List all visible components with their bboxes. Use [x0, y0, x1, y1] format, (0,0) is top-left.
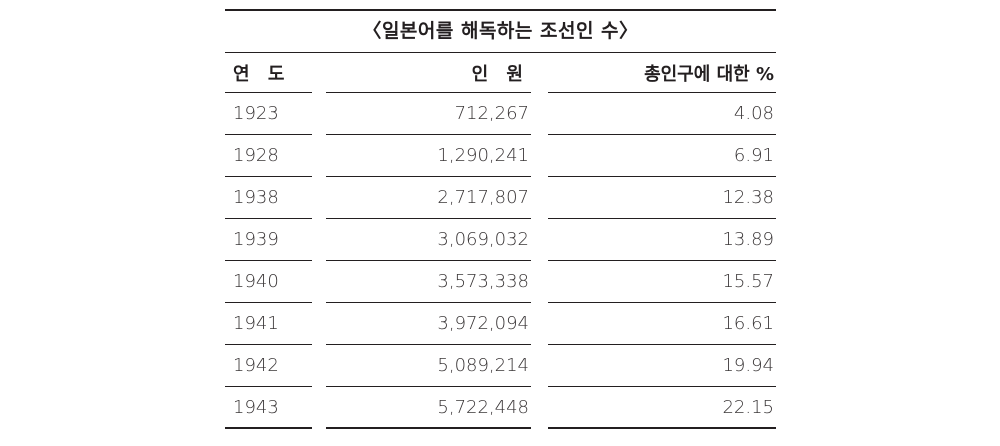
table-row: 1938 2,717,807 12.38	[225, 177, 776, 219]
table-row: 1943 5,722,448 22.15	[225, 387, 776, 429]
cell-year: 1940	[225, 261, 312, 303]
table-row: 1939 3,069,032 13.89	[225, 219, 776, 261]
cell-percent: 4.08	[548, 93, 776, 135]
cell-year: 1941	[225, 303, 312, 345]
table-top-rule	[225, 9, 776, 11]
cell-people: 3,972,094	[326, 303, 531, 345]
cell-percent: 15.57	[548, 261, 776, 303]
table-row: 1942 5,089,214 19.94	[225, 345, 776, 387]
cell-year: 1943	[225, 387, 312, 429]
header-percent: 총인구에 대한 %	[548, 53, 776, 93]
cell-year: 1939	[225, 219, 312, 261]
cell-year: 1928	[225, 135, 312, 177]
header-year: 연 도	[225, 53, 312, 93]
cell-percent: 22.15	[548, 387, 776, 429]
cell-people: 5,722,448	[326, 387, 531, 429]
cell-people: 3,069,032	[326, 219, 531, 261]
cell-percent: 19.94	[548, 345, 776, 387]
table-row: 1940 3,573,338 15.57	[225, 261, 776, 303]
header-people: 인 원	[326, 53, 531, 93]
cell-people: 2,717,807	[326, 177, 531, 219]
statistics-table: 〈일본어를 해독하는 조선인 수〉 연 도 인 원 총인구에 대한 % 1923…	[225, 9, 776, 429]
cell-percent: 12.38	[548, 177, 776, 219]
cell-people: 5,089,214	[326, 345, 531, 387]
cell-people: 1,290,241	[326, 135, 531, 177]
cell-percent: 13.89	[548, 219, 776, 261]
cell-people: 3,573,338	[326, 261, 531, 303]
cell-year: 1923	[225, 93, 312, 135]
table-header-row: 연 도 인 원 총인구에 대한 %	[225, 53, 776, 93]
caption-rule	[225, 52, 776, 53]
cell-people: 712,267	[326, 93, 531, 135]
cell-percent: 6.91	[548, 135, 776, 177]
cell-percent: 16.61	[548, 303, 776, 345]
table-row: 1923 712,267 4.08	[225, 93, 776, 135]
cell-year: 1938	[225, 177, 312, 219]
table-row: 1941 3,972,094 16.61	[225, 303, 776, 345]
table-caption: 〈일본어를 해독하는 조선인 수〉	[362, 20, 639, 42]
cell-year: 1942	[225, 345, 312, 387]
table-row: 1928 1,290,241 6.91	[225, 135, 776, 177]
